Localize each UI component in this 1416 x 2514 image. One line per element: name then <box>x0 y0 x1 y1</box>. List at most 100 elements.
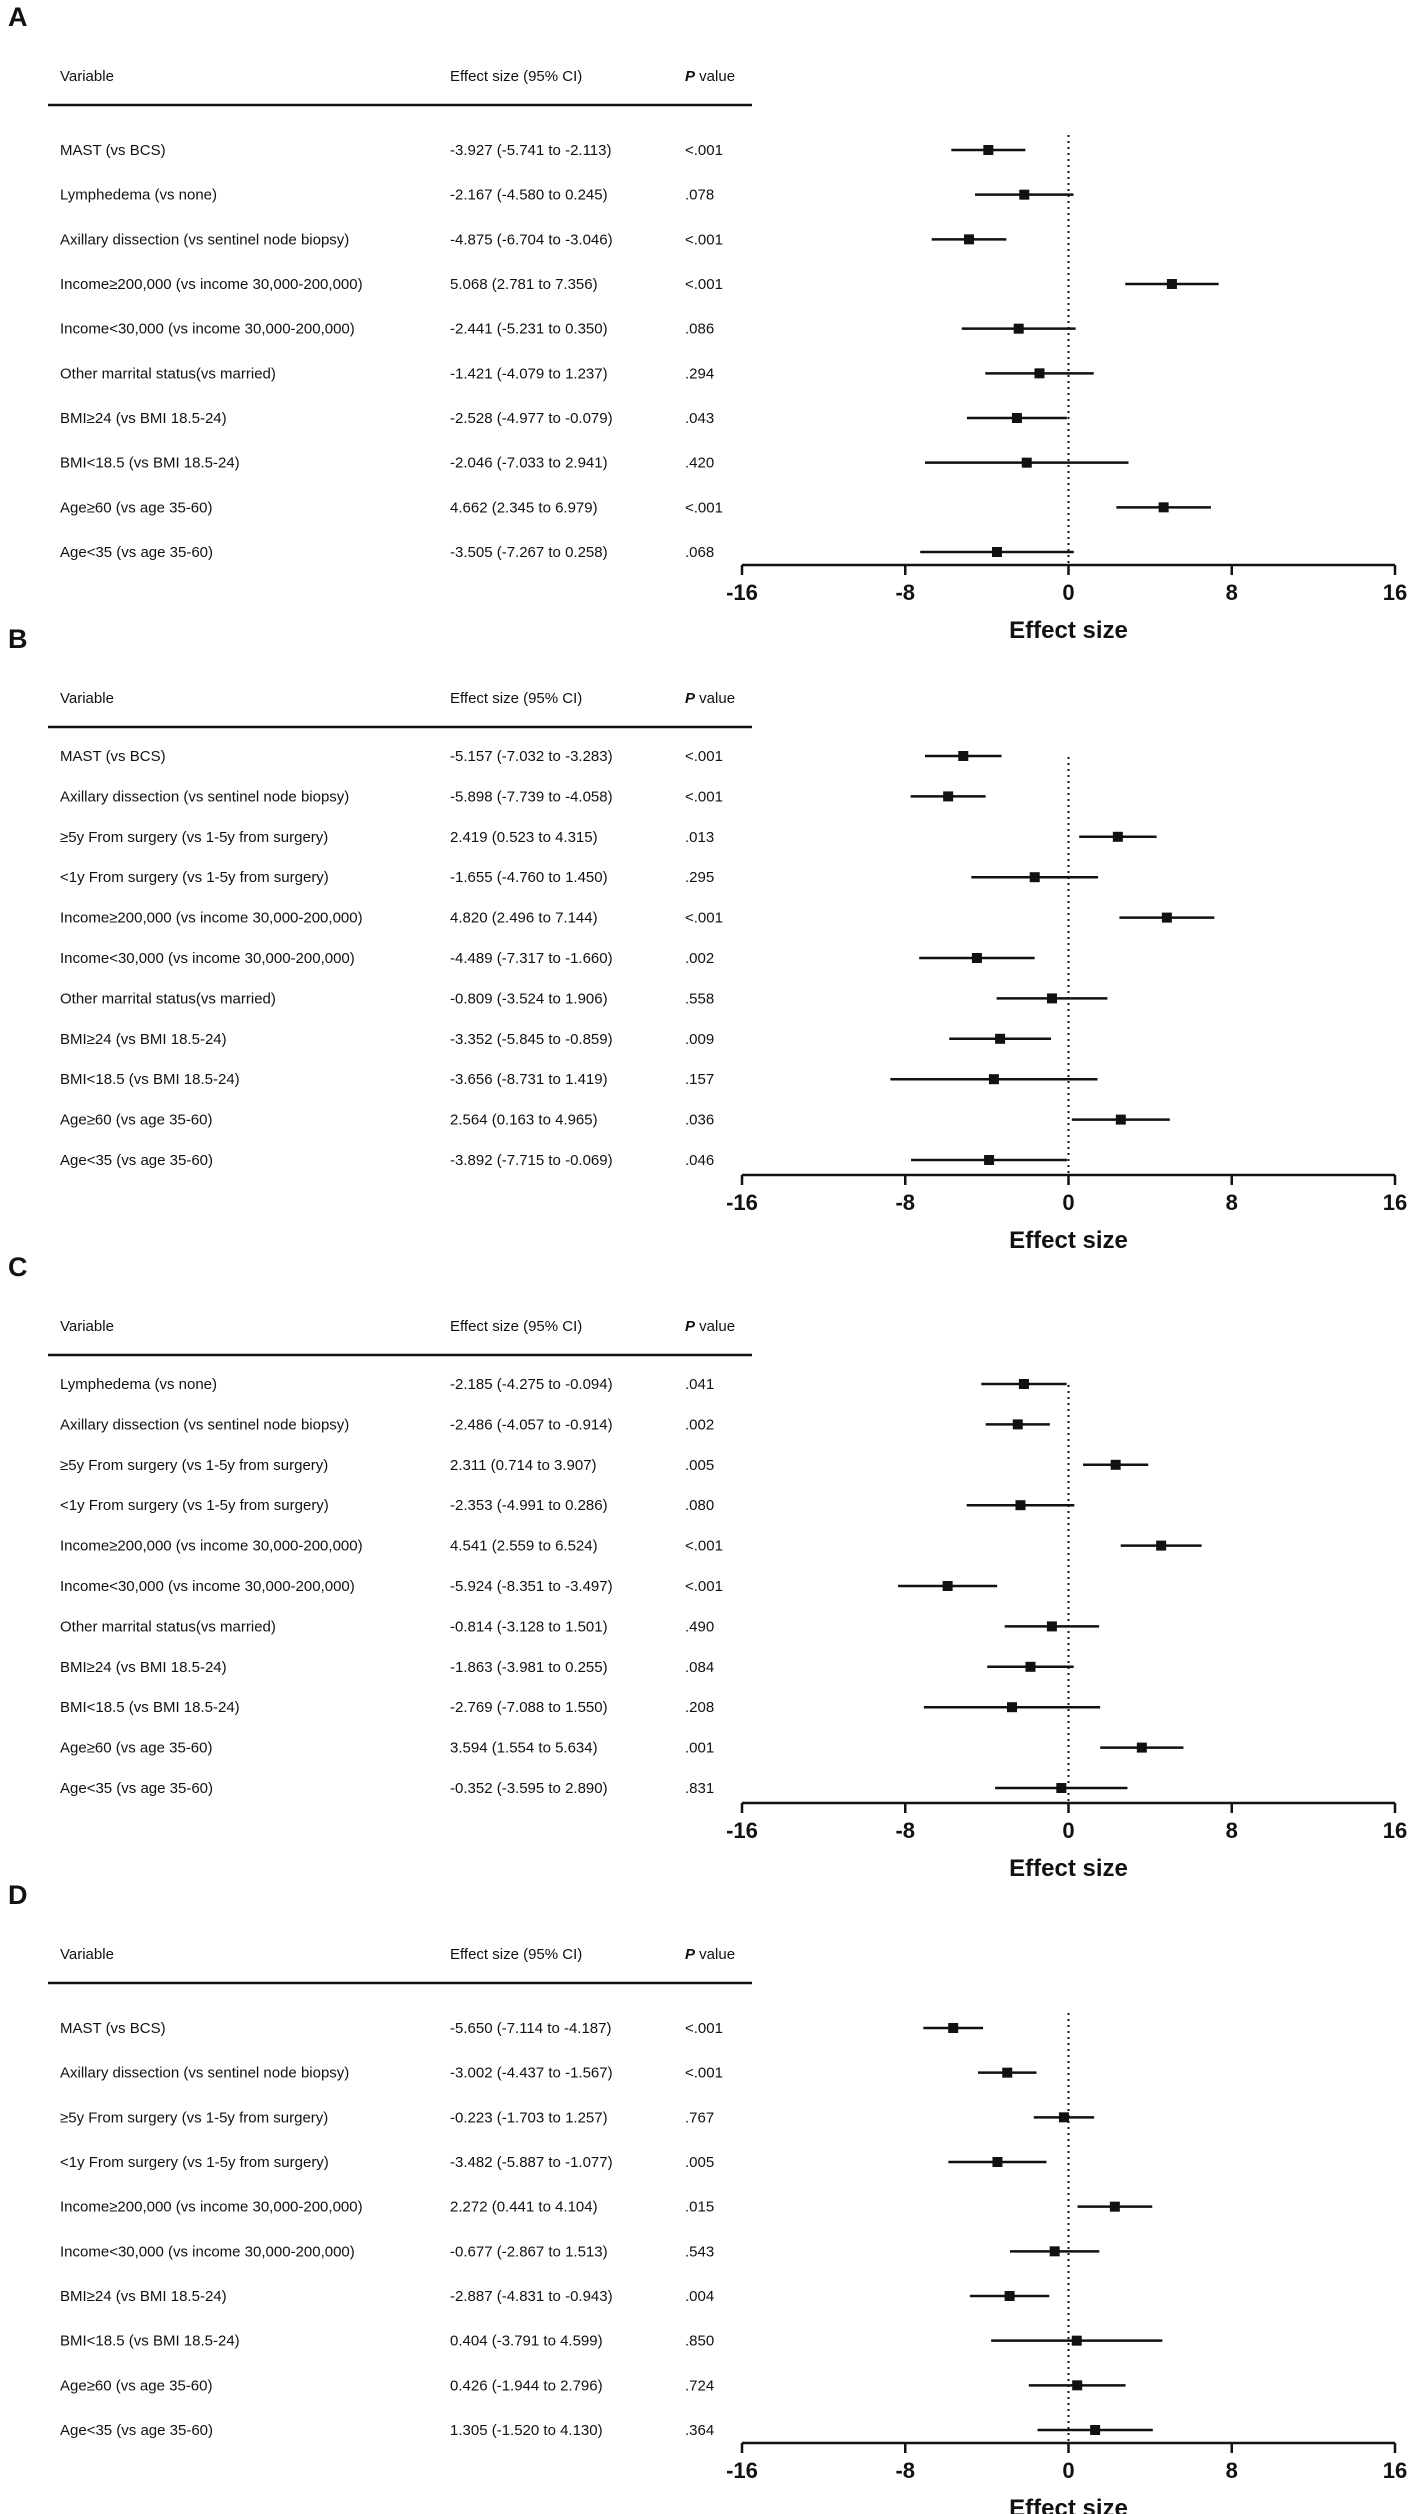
row-label: Lymphedema (vs none) <box>60 187 217 204</box>
point-estimate <box>991 547 1002 557</box>
row-p-value: .490 <box>685 1618 714 1635</box>
row-label: Lymphedema (vs none) <box>60 1376 217 1393</box>
row-effect-ci: -5.650 (-7.114 to -4.187) <box>450 2020 611 2037</box>
header-p-rest: value <box>695 1318 735 1335</box>
point-estimate <box>992 2157 1003 2167</box>
row-label: Age<35 (vs age 35-60) <box>60 544 213 561</box>
x-tick-label: 16 <box>1383 2458 1407 2483</box>
row-label: <1y From surgery (vs 1-5y from surgery) <box>60 1497 329 1514</box>
point-estimate <box>1025 1661 1036 1672</box>
row-effect-ci: 2.419 (0.523 to 4.315) <box>450 829 598 846</box>
row-p-value: .295 <box>685 869 714 886</box>
row-effect-ci: -1.655 (-4.760 to 1.450) <box>450 869 608 886</box>
row-p-value: .046 <box>685 1152 714 1169</box>
row-effect-ci: -2.046 (-7.033 to 2.941) <box>450 455 608 472</box>
x-tick-label: -16 <box>726 580 758 605</box>
header-p-rest: value <box>695 690 735 707</box>
row-label: MAST (vs BCS) <box>60 748 166 765</box>
row-label: ≥5y From surgery (vs 1-5y from surgery) <box>60 1457 328 1474</box>
row-p-value: <.001 <box>685 788 723 805</box>
x-tick-label: -8 <box>895 2458 915 2483</box>
row-label: Income≥200,000 (vs income 30,000-200,000… <box>60 276 363 293</box>
row-effect-ci: -2.528 (-4.977 to -0.079) <box>450 410 613 427</box>
point-estimate <box>1112 831 1123 842</box>
x-tick-label: -8 <box>895 1190 915 1215</box>
row-label: Age≥60 (vs age 35-60) <box>60 1740 213 1757</box>
row-label: ≥5y From surgery (vs 1-5y from surgery) <box>60 2109 328 2126</box>
point-estimate <box>971 953 982 963</box>
row-p-value: <.001 <box>685 276 723 293</box>
point-estimate <box>1006 1702 1017 1713</box>
point-estimate <box>1156 1540 1167 1551</box>
row-p-value: .420 <box>685 455 714 472</box>
point-estimate <box>1004 2291 1015 2301</box>
point-estimate <box>964 234 975 245</box>
x-axis-label: Effect size <box>1009 1855 1128 1882</box>
header-effect-size: Effect size (95% CI) <box>450 690 582 707</box>
row-p-value: .041 <box>685 1376 714 1393</box>
row-p-value: <.001 <box>685 1578 723 1595</box>
row-label: Income<30,000 (vs income 30,000-200,000) <box>60 321 355 338</box>
panel-letter: D <box>8 1880 28 1910</box>
row-effect-ci: -3.927 (-5.741 to -2.113) <box>450 142 611 159</box>
row-label: MAST (vs BCS) <box>60 142 166 159</box>
row-p-value: .767 <box>685 2109 714 2126</box>
row-effect-ci: -1.421 (-4.079 to 1.237) <box>450 365 608 382</box>
row-effect-ci: -0.814 (-3.128 to 1.501) <box>450 1618 608 1635</box>
point-estimate <box>958 751 969 761</box>
x-tick-label: 0 <box>1062 1818 1074 1843</box>
row-label: Age<35 (vs age 35-60) <box>60 1152 213 1169</box>
row-effect-ci: -0.352 (-3.595 to 2.890) <box>450 1780 608 1797</box>
row-label: BMI≥24 (vs BMI 18.5-24) <box>60 410 227 427</box>
row-label: Age<35 (vs age 35-60) <box>60 2422 213 2439</box>
point-estimate <box>1161 912 1172 923</box>
forest-panel-d: D Variable Effect size (95% CI) P value MAST… <box>8 1880 1407 2514</box>
row-effect-ci: -2.441 (-5.231 to 0.350) <box>450 321 608 338</box>
x-axis-label: Effect size <box>1009 617 1128 644</box>
x-tick-label: 0 <box>1062 580 1074 605</box>
x-tick-label: -8 <box>895 580 915 605</box>
row-p-value: .084 <box>685 1659 714 1676</box>
header-effect-size: Effect size (95% CI) <box>450 68 582 85</box>
row-effect-ci: -3.002 (-4.437 to -1.567) <box>450 2065 613 2082</box>
panel-letter: A <box>8 2 28 32</box>
row-effect-ci: -2.769 (-7.088 to 1.550) <box>450 1699 608 1716</box>
row-label: Age<35 (vs age 35-60) <box>60 1780 213 1797</box>
row-label: <1y From surgery (vs 1-5y from surgery) <box>60 869 329 886</box>
x-tick-label: 8 <box>1226 1818 1238 1843</box>
point-estimate <box>1021 457 1032 468</box>
row-p-value: .002 <box>685 1416 714 1433</box>
point-estimate <box>1034 368 1045 379</box>
panel-letter: C <box>8 1252 28 1282</box>
row-p-value: .036 <box>685 1112 714 1129</box>
row-effect-ci: -3.352 (-5.845 to -0.859) <box>450 1031 613 1048</box>
row-label: Income≥200,000 (vs income 30,000-200,000… <box>60 1538 363 1555</box>
row-label: Income≥200,000 (vs income 30,000-200,000… <box>60 2199 363 2216</box>
row-p-value: <.001 <box>685 2065 723 2082</box>
row-label: BMI≥24 (vs BMI 18.5-24) <box>60 2288 227 2305</box>
x-tick-label: -8 <box>895 1818 915 1843</box>
row-effect-ci: 2.272 (0.441 to 4.104) <box>450 2199 598 2216</box>
row-p-value: .543 <box>685 2243 714 2260</box>
header-effect-size: Effect size (95% CI) <box>450 1946 582 1963</box>
row-label: BMI≥24 (vs BMI 18.5-24) <box>60 1031 227 1048</box>
row-label: Income<30,000 (vs income 30,000-200,000) <box>60 1578 355 1595</box>
row-label: Income<30,000 (vs income 30,000-200,000) <box>60 950 355 967</box>
header-p-value: P value <box>685 1318 735 1335</box>
header-p-value: P value <box>685 1946 735 1963</box>
point-estimate <box>1029 872 1040 883</box>
point-estimate <box>1110 1459 1121 1470</box>
x-tick-label: 8 <box>1226 1190 1238 1215</box>
x-tick-label: 16 <box>1383 580 1407 605</box>
row-p-value: <.001 <box>685 231 723 248</box>
header-p-italic: P <box>685 1946 696 1963</box>
row-p-value: .157 <box>685 1071 714 1088</box>
row-p-value: .364 <box>685 2422 714 2439</box>
row-label: BMI<18.5 (vs BMI 18.5-24) <box>60 455 240 472</box>
point-estimate <box>988 1074 999 1085</box>
header-variable: Variable <box>60 1946 114 1963</box>
row-label: Income≥200,000 (vs income 30,000-200,000… <box>60 910 363 927</box>
row-label: Axillary dissection (vs sentinel node bi… <box>60 2065 349 2082</box>
row-label: Axillary dissection (vs sentinel node bi… <box>60 231 349 248</box>
row-effect-ci: -2.167 (-4.580 to 0.245) <box>450 187 608 204</box>
